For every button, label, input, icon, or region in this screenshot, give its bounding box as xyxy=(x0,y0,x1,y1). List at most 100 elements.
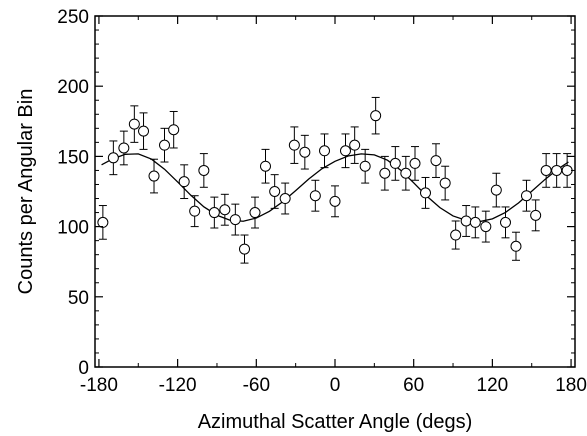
point-marker xyxy=(299,146,311,158)
point-marker xyxy=(379,167,391,179)
x-tick-label: 0 xyxy=(330,375,341,396)
point-marker xyxy=(259,160,271,172)
point-marker xyxy=(319,145,331,157)
data-point xyxy=(107,140,119,176)
point-marker xyxy=(389,157,401,169)
point-marker xyxy=(288,139,300,151)
point-marker xyxy=(168,124,180,136)
data-point xyxy=(409,146,421,181)
point-marker xyxy=(520,190,532,202)
data-point xyxy=(168,110,180,149)
point-marker xyxy=(419,187,431,199)
fit-curve xyxy=(101,153,569,223)
point-marker xyxy=(138,125,150,137)
data-point xyxy=(551,153,563,188)
point-marker xyxy=(409,157,421,169)
point-marker xyxy=(128,118,140,130)
y-tick-label: 0 xyxy=(78,358,89,379)
data-point xyxy=(469,206,481,239)
point-marker xyxy=(370,110,382,122)
point-marker xyxy=(499,216,511,228)
data-point xyxy=(460,205,472,237)
point-marker xyxy=(189,205,201,217)
y-tick-label: 100 xyxy=(57,218,89,239)
data-point xyxy=(540,153,552,188)
point-marker xyxy=(439,177,451,189)
point-marker xyxy=(510,240,522,252)
y-tick-label: 200 xyxy=(57,77,89,98)
y-tick-label: 50 xyxy=(68,288,89,309)
point-marker xyxy=(178,176,190,188)
fit-curve-layer xyxy=(101,153,569,223)
point-marker xyxy=(249,207,261,219)
data-point xyxy=(309,179,321,212)
data-point xyxy=(299,134,311,170)
data-point xyxy=(370,96,382,135)
data-point xyxy=(269,174,281,209)
data-point xyxy=(339,133,351,169)
data-point xyxy=(249,196,261,229)
x-tick-label: 120 xyxy=(477,375,509,396)
data-point xyxy=(329,185,341,218)
data-point xyxy=(379,155,391,191)
point-marker xyxy=(279,193,291,205)
y-tick-label: 250 xyxy=(57,7,89,28)
data-point xyxy=(419,176,431,209)
data-point xyxy=(530,199,542,232)
data-point xyxy=(159,127,171,163)
data-point xyxy=(439,165,451,201)
point-marker xyxy=(551,164,563,176)
point-marker xyxy=(400,167,412,179)
x-tick-label: -120 xyxy=(159,375,197,396)
data-point xyxy=(229,203,241,236)
point-marker xyxy=(450,229,462,241)
point-marker xyxy=(159,139,171,151)
y-tick-label: 150 xyxy=(57,147,89,168)
data-point xyxy=(198,153,210,188)
data-point xyxy=(430,143,442,178)
point-marker xyxy=(97,216,109,228)
point-marker xyxy=(460,215,472,227)
point-marker xyxy=(561,164,573,176)
x-tick-label: -180 xyxy=(80,375,118,396)
point-marker xyxy=(339,145,351,157)
data-points-layer xyxy=(97,96,573,264)
axis-ticks: -180 -120 -60 0 60 120 180 0 50 100 150 200 250 xyxy=(57,7,587,396)
data-point xyxy=(520,179,532,212)
point-marker xyxy=(349,139,361,151)
point-marker xyxy=(107,152,119,164)
point-marker xyxy=(329,195,341,207)
data-point xyxy=(349,126,361,164)
data-point xyxy=(128,105,140,143)
data-point xyxy=(118,130,130,166)
x-tick-label: 180 xyxy=(555,375,587,396)
point-marker xyxy=(530,209,542,221)
data-point xyxy=(510,231,522,261)
data-point xyxy=(148,158,160,194)
x-tick-label: -60 xyxy=(243,375,270,396)
data-point xyxy=(319,133,331,169)
data-point xyxy=(499,206,511,239)
data-point xyxy=(359,148,371,184)
data-point xyxy=(219,193,231,226)
data-point xyxy=(97,205,109,240)
data-point xyxy=(490,172,502,208)
point-marker xyxy=(219,204,231,216)
point-marker xyxy=(269,186,281,197)
point-marker xyxy=(480,221,492,233)
data-point xyxy=(288,126,300,164)
point-marker xyxy=(239,243,251,255)
data-point xyxy=(178,164,190,200)
data-point xyxy=(480,210,492,243)
data-point xyxy=(561,153,573,188)
x-axis-title: Azimuthal Scatter Angle (degs) xyxy=(198,411,473,433)
point-marker xyxy=(229,214,241,226)
point-marker xyxy=(198,164,210,176)
point-marker xyxy=(430,155,442,167)
point-marker xyxy=(148,170,160,182)
data-point xyxy=(279,182,291,215)
data-point xyxy=(400,155,412,191)
data-point xyxy=(208,196,220,229)
point-marker xyxy=(490,184,502,196)
